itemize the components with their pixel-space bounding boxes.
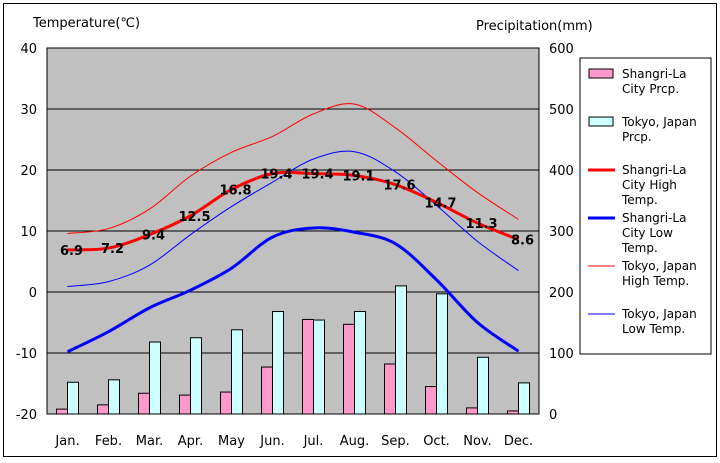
- high-temp-data-label: 17.6: [383, 179, 415, 194]
- chart-svg: 6.9 7.2 9.4 12.5 16.8 19.4 19.4 19.1 17.6 14.7 11.…: [16, 16, 712, 449]
- legend-label: City Prcp.: [622, 82, 679, 96]
- tokyo-precip-bar: [354, 311, 366, 415]
- tokyo-japan-low-temp-line: [67, 150, 519, 288]
- shangri-la-precip-bar: [138, 392, 150, 415]
- shangri-la-precip-bar: [97, 404, 109, 415]
- high-temp-data-label: 11.3: [465, 217, 497, 232]
- legend-label: City High: [622, 178, 677, 192]
- tokyo-precip-bar: [231, 329, 243, 415]
- tokyo-precip-bar: [67, 381, 79, 415]
- high-temp-data-label: 16.8: [219, 184, 251, 199]
- right-tick-label: 400: [549, 164, 574, 179]
- high-temp-data-label: 9.4: [142, 229, 165, 244]
- legend-label: Temp.: [621, 241, 658, 255]
- tokyo-japan-high-temp-line: [67, 103, 519, 234]
- right-tick-label: 0: [549, 408, 557, 423]
- x-tick-label: Feb.: [95, 434, 122, 449]
- legend-label: Shangri-La: [622, 67, 686, 81]
- x-tick-label: Oct.: [423, 434, 450, 449]
- right-tick-label: 500: [549, 103, 574, 118]
- high-temp-data-label: 12.5: [178, 210, 210, 225]
- tokyo-precip-bar: [108, 379, 120, 415]
- x-tick-label: Dec.: [504, 434, 533, 449]
- tokyo-precip-bar: [395, 285, 407, 415]
- high-temp-data-label: 14.7: [424, 196, 456, 211]
- shangri-la-precip-bar: [261, 366, 273, 415]
- shangri-la-city-low-temp-line: [66, 226, 520, 354]
- tokyo-precip-bar: [149, 341, 161, 415]
- x-tick-label: Sep.: [381, 434, 410, 449]
- shangri-la-precip-bar: [56, 408, 68, 415]
- tokyo-precip-bar: [272, 311, 284, 415]
- right-tick-label: 600: [549, 42, 574, 57]
- shangri-la-precip-bar: [507, 410, 519, 415]
- left-tick-label: -20: [16, 408, 37, 423]
- climate-chart: 6.9 7.2 9.4 12.5 16.8 19.4 19.4 19.1 17.6 14.7 11.…: [3, 3, 717, 457]
- line-layer: [66, 103, 520, 354]
- tokyo-precip-bar: [518, 382, 530, 415]
- shangri-la-precip-bar: [343, 323, 355, 415]
- shangri-la-precip-bar: [384, 363, 396, 415]
- shangri-la-precip-bar: [302, 318, 314, 415]
- high-temp-data-label: 6.9: [60, 244, 83, 259]
- shangri-la-precip-bar: [220, 391, 232, 415]
- x-tick-label: Mar.: [136, 434, 163, 449]
- tokyo-precip-bar: [190, 337, 202, 415]
- left-tick-label: 30: [20, 103, 37, 118]
- legend-label: Low Temp.: [622, 322, 685, 336]
- legend-label: Tokyo, Japan: [621, 259, 697, 273]
- high-temp-data-label: 19.4: [260, 168, 292, 183]
- x-tick-label: Nov.: [463, 434, 492, 449]
- legend-box: [579, 57, 712, 355]
- tokyo-precip-bar: [477, 356, 489, 415]
- right-tick-label: 200: [549, 286, 574, 301]
- bar-layer: [56, 285, 530, 415]
- tokyo-precip-bar: [313, 319, 325, 415]
- label-layer: 6.9 7.2 9.4 12.5 16.8 19.4 19.4 19.1 17.6 14.7 11.…: [60, 168, 534, 259]
- high-temp-data-label: 7.2: [101, 242, 124, 257]
- shangri-la-precip-bar: [425, 386, 437, 415]
- high-temp-data-label: 19.1: [342, 169, 374, 184]
- right-tick-label: 100: [549, 347, 574, 362]
- shangri-la-precip-bar: [179, 394, 191, 415]
- x-tick-label: Jul.: [303, 434, 324, 449]
- legend-label: Temp.: [621, 193, 658, 207]
- legend-label: Prcp.: [622, 130, 652, 144]
- shangri-la-city-high-temp-line: [67, 170, 520, 252]
- x-tick-label: Apr.: [178, 434, 203, 449]
- legend-label: Shangri-La: [622, 163, 686, 177]
- legend-label: High Temp.: [622, 274, 689, 288]
- left-tick-label: 0: [29, 286, 37, 301]
- legend-swatch: [588, 116, 614, 127]
- tokyo-precip-bar: [436, 293, 448, 415]
- left-tick-label: 10: [20, 225, 37, 240]
- left-tick-label: 40: [20, 42, 37, 57]
- legend-label: Shangri-La: [622, 211, 686, 225]
- legend-label: Tokyo, Japan: [621, 307, 697, 321]
- left-tick-label: 20: [20, 164, 37, 179]
- left-axis-title: Temperature(℃): [32, 16, 140, 31]
- legend-swatch: [588, 68, 614, 79]
- x-tick-label: Aug.: [340, 434, 370, 449]
- high-temp-data-label: 19.4: [301, 168, 333, 183]
- left-tick-label: -10: [16, 347, 37, 362]
- x-tick-label: Jan.: [54, 434, 79, 449]
- right-tick-label: 300: [549, 225, 574, 240]
- legend-label: City Low: [622, 226, 673, 240]
- x-tick-label: Jun.: [259, 434, 284, 449]
- x-tick-label: May: [218, 434, 245, 449]
- legend-label: Tokyo, Japan: [621, 115, 697, 129]
- shangri-la-precip-bar: [466, 407, 478, 415]
- high-temp-data-label: 8.6: [511, 234, 534, 249]
- right-axis-title: Precipitation(mm): [476, 19, 593, 34]
